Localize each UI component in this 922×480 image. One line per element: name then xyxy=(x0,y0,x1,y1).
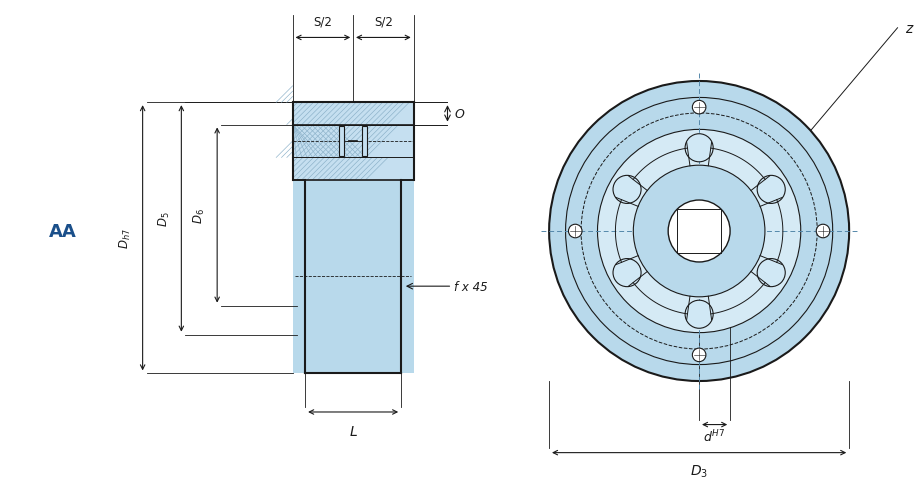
Circle shape xyxy=(613,176,641,204)
Bar xyxy=(292,180,414,373)
Bar xyxy=(292,103,414,373)
Text: $D_{h7}$: $D_{h7}$ xyxy=(118,228,133,249)
Circle shape xyxy=(633,166,765,297)
Circle shape xyxy=(685,300,713,329)
Bar xyxy=(292,125,414,158)
Circle shape xyxy=(597,130,800,333)
Bar xyxy=(339,127,345,156)
Circle shape xyxy=(757,259,786,287)
Circle shape xyxy=(685,134,713,162)
Text: $D_5$: $D_5$ xyxy=(157,211,171,227)
Text: O: O xyxy=(455,108,464,120)
Text: L: L xyxy=(349,424,357,438)
Text: z: z xyxy=(905,22,913,36)
Text: AA: AA xyxy=(49,223,77,240)
Text: S/2: S/2 xyxy=(374,16,393,29)
Text: $D_6$: $D_6$ xyxy=(193,208,207,224)
Text: $d^{H7}$: $d^{H7}$ xyxy=(703,428,726,444)
Circle shape xyxy=(692,101,706,115)
Circle shape xyxy=(569,225,582,238)
Text: S/2: S/2 xyxy=(313,16,332,29)
Bar xyxy=(292,158,414,180)
Bar xyxy=(361,127,367,156)
Text: $D_3$: $D_3$ xyxy=(690,462,708,479)
Circle shape xyxy=(757,176,786,204)
Circle shape xyxy=(550,82,849,381)
Circle shape xyxy=(692,348,706,362)
Bar xyxy=(292,103,414,125)
Text: f x 45: f x 45 xyxy=(455,280,488,293)
Circle shape xyxy=(668,201,730,263)
Circle shape xyxy=(613,259,641,287)
Circle shape xyxy=(816,225,830,238)
